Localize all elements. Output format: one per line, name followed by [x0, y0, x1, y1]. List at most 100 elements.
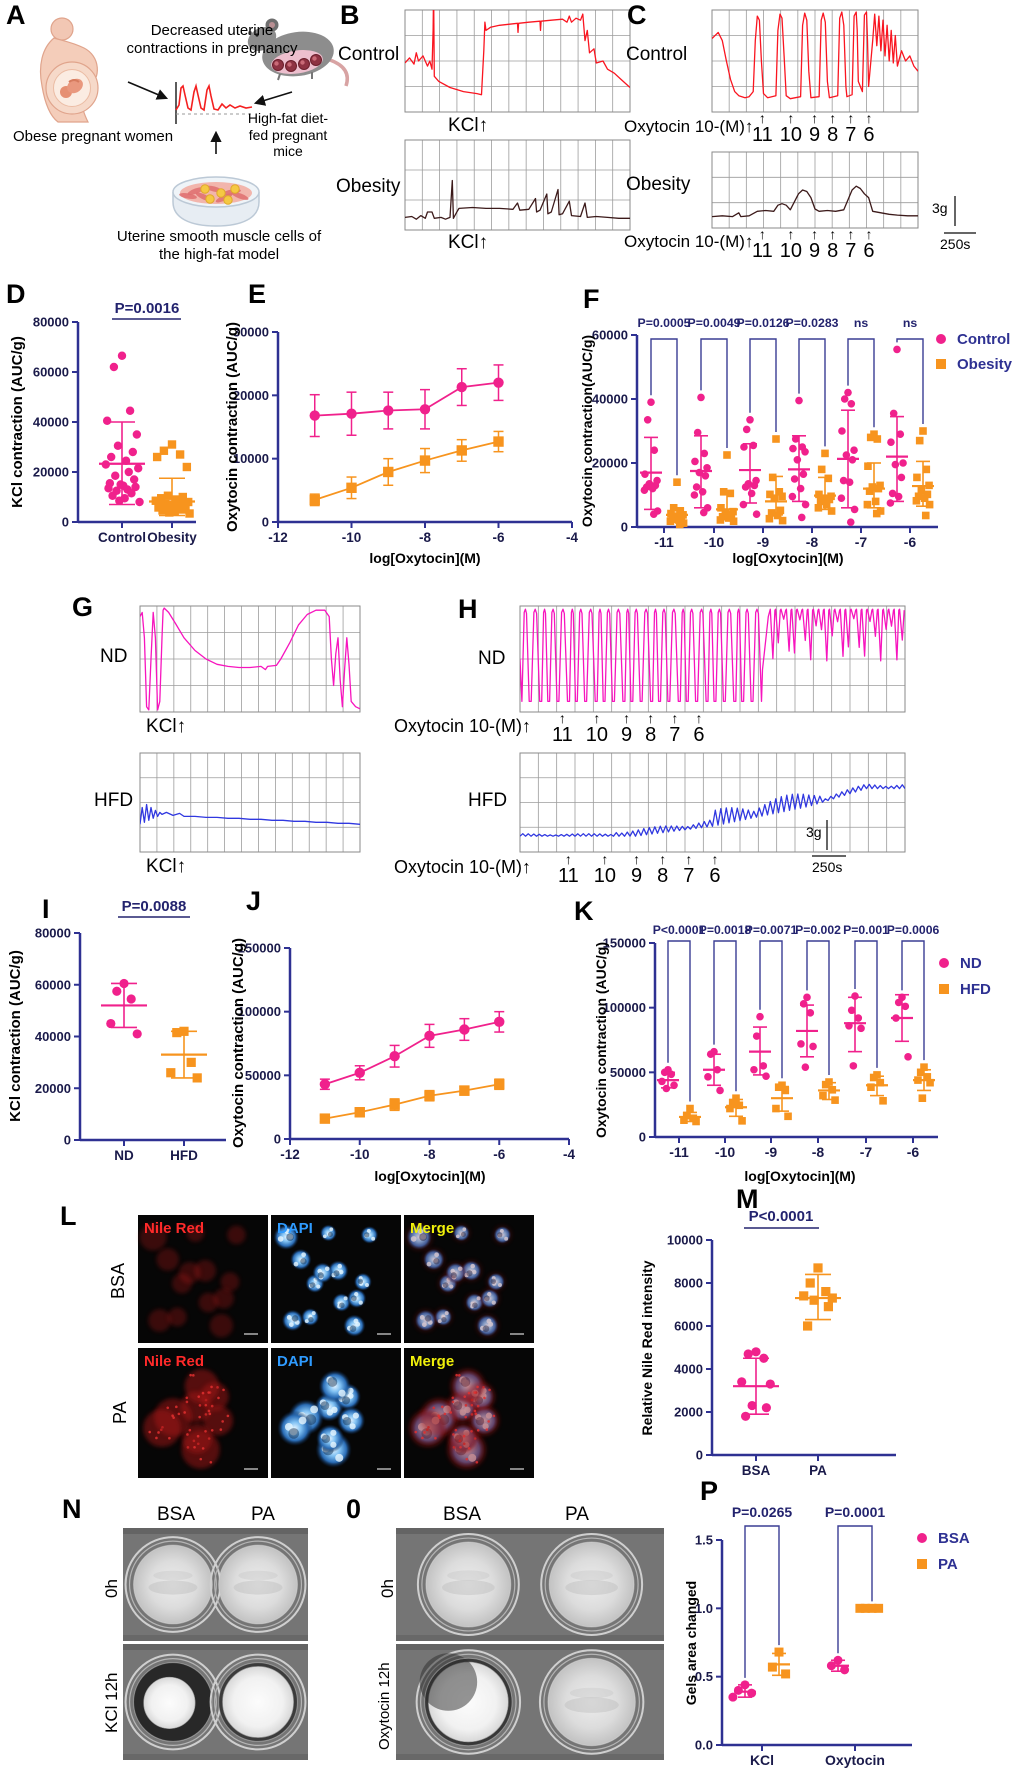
- chart-K: 0: [639, 1130, 646, 1145]
- up-arrow-icon: ↑: [711, 851, 719, 867]
- up-arrow-icon: ↑: [829, 110, 837, 126]
- chart-J: [459, 1085, 470, 1096]
- pregnant-woman-illustration: [50, 17, 74, 41]
- chart-P: [747, 1688, 757, 1698]
- micro-nilered-pa: [201, 1447, 205, 1450]
- chart-K: [901, 940, 925, 1061]
- micro-dapi-bsa: [309, 1282, 316, 1288]
- micro-merge-bsa: [486, 1272, 506, 1292]
- dose-mark: ↑ 9: [809, 227, 820, 262]
- dose-number: 9: [621, 724, 633, 746]
- obese-women-label: Obese pregnant women: [12, 128, 174, 145]
- petri-dish-illustration: [172, 176, 260, 227]
- chart-F: [729, 517, 738, 526]
- chart-J: 50000: [245, 1068, 281, 1083]
- chart-D: [135, 497, 144, 507]
- chart-J: [459, 1024, 470, 1035]
- chart-M: 8000: [674, 1276, 703, 1291]
- chart-P: P=0.0265: [732, 1504, 793, 1520]
- gel-n-0h-photo: [153, 1570, 193, 1581]
- micro-nilered-pa: [186, 1433, 189, 1436]
- nilered-label-bsa: Nile Red: [144, 1220, 205, 1237]
- micro-nilered-pa: [221, 1420, 224, 1423]
- micro-dapi-bsa: [294, 1320, 300, 1325]
- micro-dapi-bsa: [349, 1325, 357, 1333]
- dose-mark: ↑ 7: [669, 711, 680, 746]
- dose-number: 11: [558, 865, 579, 887]
- chart-F: [845, 478, 854, 487]
- chart-F: [793, 456, 802, 464]
- chart-J: Oxytocin contraction (AUC/g): [230, 938, 247, 1148]
- gel-o-0h-photo: [570, 1570, 613, 1581]
- chart-F: [691, 457, 699, 466]
- gel-o-0h-photo: [396, 1528, 664, 1641]
- micro-dapi-bsa: [366, 1228, 371, 1233]
- up-arrow-icon: ↑: [847, 226, 855, 242]
- chart-F: [766, 490, 774, 499]
- micro-merge-pa: [464, 1404, 468, 1407]
- dose-mark: ↑ 9: [621, 711, 632, 746]
- chart-D: [111, 471, 120, 480]
- micro-dapi-bsa: [317, 1268, 322, 1274]
- chart-I: [186, 1057, 196, 1067]
- chart-M: 10000: [667, 1233, 703, 1248]
- chart-F: [899, 459, 907, 467]
- micro-dapi-bsa: [271, 1215, 401, 1343]
- micro-dapi-pa: [320, 1401, 330, 1411]
- gel-n-0h-photo: [123, 1635, 308, 1641]
- chart-M: [747, 1400, 757, 1411]
- mouse-illustration: [247, 27, 277, 51]
- micro-merge-pa: [452, 1433, 455, 1436]
- micro-dapi-bsa: [353, 1318, 359, 1324]
- chart-F: [790, 475, 799, 483]
- petri-dish-illustration: [231, 192, 249, 200]
- gel-o-oxy12h-photo: [419, 1653, 478, 1711]
- micro-merge-pa: [434, 1436, 437, 1440]
- gel-n-0h-photo: [209, 1536, 307, 1633]
- dapi-label-pa: DAPI: [277, 1353, 313, 1370]
- chart-F: [778, 492, 786, 501]
- chart-F: [703, 464, 711, 472]
- gel-n-0h-photo: [238, 1570, 278, 1581]
- chart-F: 0: [621, 520, 628, 535]
- micro-dapi-bsa: [371, 1236, 376, 1241]
- mouse-illustration: [255, 33, 259, 37]
- micro-merge-pa: [404, 1348, 534, 1478]
- chart-F: [891, 460, 900, 469]
- chart-K: [716, 1086, 724, 1095]
- micro-dapi-bsa: [291, 1315, 299, 1322]
- chart-E: 20000: [233, 388, 269, 403]
- micro-nilered-pa: [210, 1428, 214, 1432]
- trace-b-control-label: Control: [338, 44, 400, 65]
- chart-P: BSA: [938, 1530, 970, 1547]
- chart-J: -4: [563, 1147, 575, 1162]
- chart-M: Relative Nile Red intensity: [639, 1260, 655, 1435]
- petri-dish-illustration: [216, 188, 226, 198]
- chart-I: [112, 986, 122, 996]
- chart-F: [847, 338, 875, 428]
- chart-P: 1.0: [695, 1601, 713, 1616]
- chart-F: [791, 435, 800, 443]
- micro-nilered-pa: [217, 1396, 220, 1400]
- chart-F: [865, 487, 874, 495]
- chart-F: [739, 500, 748, 509]
- chart-D: [109, 362, 119, 372]
- micro-merge-bsa: [405, 1223, 433, 1251]
- chart-K: [809, 1042, 817, 1051]
- micro-dapi-bsa: [364, 1233, 369, 1238]
- micro-dapi-pa: [320, 1433, 327, 1440]
- chart-D: [161, 499, 170, 509]
- chart-J: log[Oxytocin](M): [374, 1168, 485, 1184]
- chart-F: [837, 494, 846, 503]
- micro-merge-pa: [432, 1406, 436, 1410]
- chart-K: [939, 984, 949, 994]
- panel-j-label: J: [246, 886, 262, 916]
- dose-mark: ↑ 6: [863, 227, 874, 262]
- micro-merge-pa: [485, 1428, 489, 1431]
- micro-merge-pa: [467, 1447, 471, 1450]
- dose-mark: ↑ 10: [586, 711, 608, 746]
- micro-nilered-bsa: [220, 1272, 240, 1292]
- chart-F: [749, 338, 777, 432]
- micro-nilered-pa: [210, 1385, 213, 1389]
